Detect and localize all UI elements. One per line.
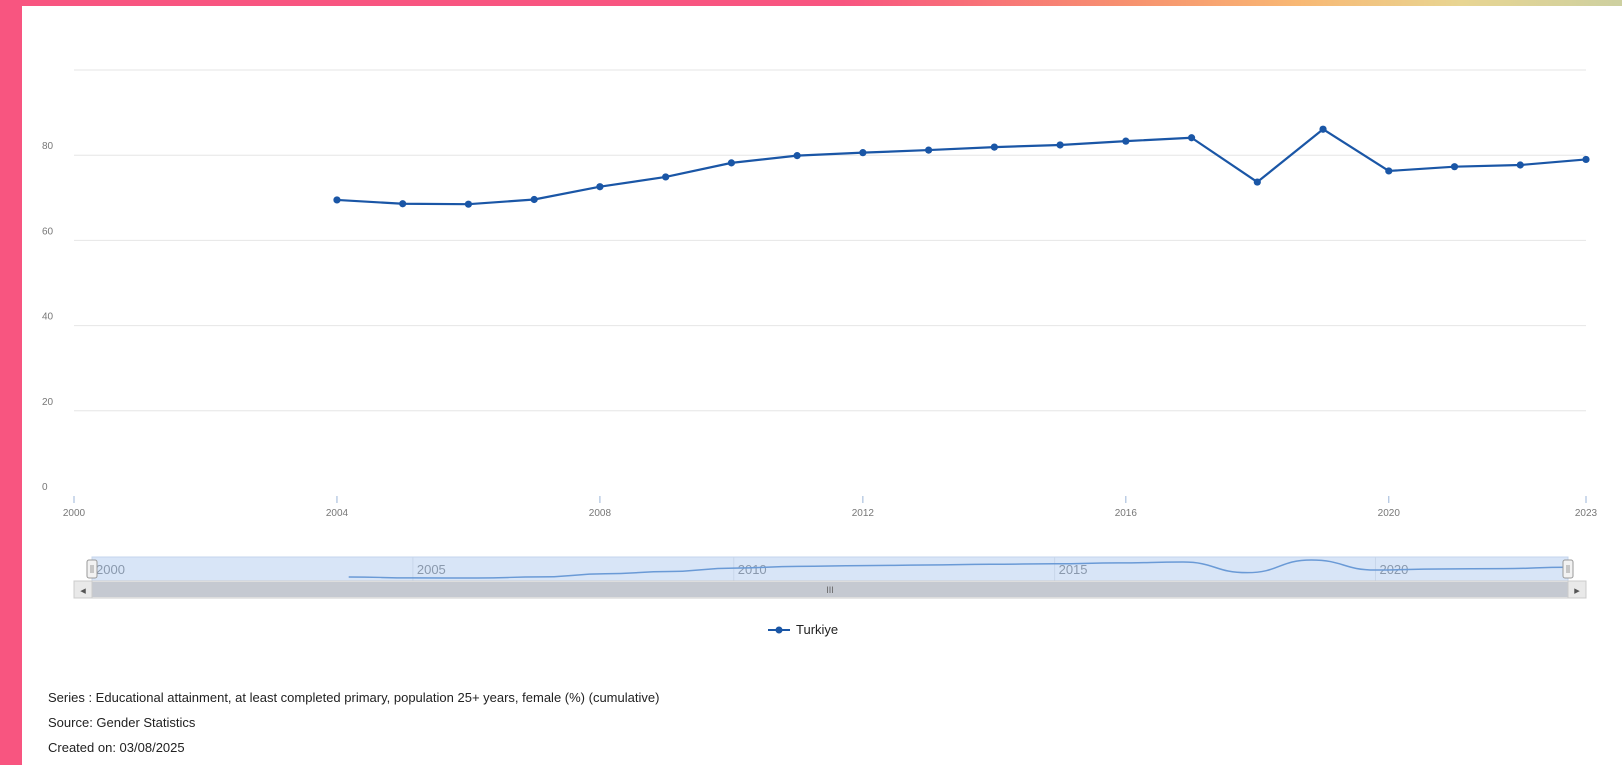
data-point[interactable]	[1056, 141, 1064, 149]
data-point[interactable]	[530, 195, 538, 204]
left-decor-stripe	[0, 0, 22, 765]
data-point[interactable]	[727, 159, 735, 167]
y-tick-label: 60	[42, 226, 54, 237]
x-tick-label: 2020	[1378, 508, 1401, 519]
navigator-left-handle[interactable]	[86, 559, 98, 579]
y-tick-label: 0	[42, 482, 48, 493]
series-note: Series : Educational attainment, at leas…	[48, 690, 660, 705]
data-point[interactable]	[1122, 137, 1130, 145]
data-point[interactable]	[596, 183, 604, 191]
y-tick-label: 20	[42, 397, 54, 408]
legend-label: Turkiye	[796, 622, 839, 637]
navigator-label: 2015	[1059, 562, 1088, 577]
navigator-label: 2000	[96, 562, 125, 577]
top-decor-stripe	[0, 0, 1622, 6]
data-point[interactable]	[990, 143, 998, 151]
data-point[interactable]	[925, 146, 933, 154]
scroll-left-arrow-icon: ◂	[80, 584, 86, 597]
source-note: Source: Gender Statistics	[48, 715, 196, 730]
data-point[interactable]	[1319, 125, 1327, 133]
y-tick-label: 40	[42, 312, 54, 323]
data-point[interactable]	[1187, 134, 1196, 142]
x-tick-label: 2023	[1575, 508, 1598, 519]
y-axis-ticks: 0 20 40 60 80	[42, 141, 54, 493]
data-point[interactable]	[1450, 163, 1459, 171]
scroll-grip-icon: III	[826, 585, 834, 595]
x-tick-label: 2004	[326, 508, 349, 519]
y-tick-label: 80	[42, 141, 54, 152]
range-navigator[interactable]: 2000 2005 2010 2015 2020◂ ▸III	[73, 556, 1587, 599]
scroll-left-button[interactable]	[73, 580, 93, 599]
navigator-right-handle[interactable]	[1562, 559, 1574, 579]
line-chart: 0 20 40 60 80 2000 2004 2008 2012 2016 2020 2023 2…	[42, 69, 1598, 599]
navigator-label: 2010	[738, 562, 767, 577]
navigator-label: 2005	[417, 562, 446, 577]
grid-lines	[74, 69, 1586, 412]
data-point[interactable]	[333, 196, 341, 204]
scroll-right-button[interactable]	[1567, 580, 1587, 599]
data-point[interactable]	[793, 152, 801, 160]
navigator-selection[interactable]	[91, 556, 1569, 582]
data-point[interactable]	[662, 173, 670, 181]
x-axis-ticks: 2000 2004 2008 2012 2016 2020 2023	[63, 496, 1598, 519]
legend-marker-icon	[768, 626, 790, 633]
scroll-right-arrow-icon: ▸	[1574, 584, 1580, 597]
data-point[interactable]	[859, 149, 867, 157]
data-point[interactable]	[1385, 167, 1393, 175]
x-tick-label: 2016	[1115, 508, 1138, 519]
series-turkiye	[333, 125, 1590, 208]
data-point[interactable]	[1516, 161, 1524, 169]
navigator-series-line	[348, 559, 1569, 579]
data-point[interactable]	[1253, 178, 1261, 186]
x-tick-label: 2012	[852, 508, 875, 519]
series-line	[336, 128, 1587, 206]
legend[interactable]: Turkiye	[768, 622, 838, 637]
x-tick-label: 2000	[63, 508, 86, 519]
created-note: Created on: 03/08/2025	[48, 740, 185, 755]
scrollbar-thumb[interactable]	[92, 582, 1568, 597]
data-point[interactable]	[464, 200, 473, 208]
data-point[interactable]	[1582, 155, 1590, 164]
data-point[interactable]	[399, 200, 407, 208]
x-tick-label: 2008	[589, 508, 612, 519]
